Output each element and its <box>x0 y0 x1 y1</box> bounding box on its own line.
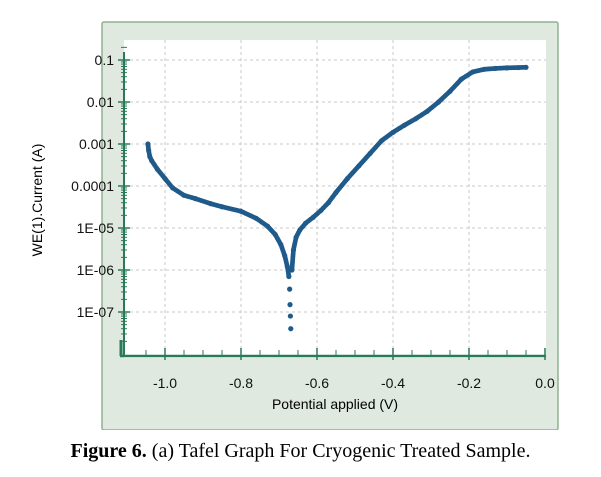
tafel-chart: 0.1 0.01 0.001 0.0001 1E-05 1E-06 1E-07 -1.0 -0.… <box>29 21 559 431</box>
y-tick-label: 0.0001 <box>71 178 114 194</box>
figure-caption: Figure 6. (a) Tafel Graph For Cryogenic … <box>0 440 601 463</box>
grid-lines <box>124 40 546 356</box>
figure-frame: 0.1 0.01 0.001 0.0001 1E-05 1E-06 1E-07 -1.0 -0.… <box>29 21 559 431</box>
caption-text: (a) Tafel Graph For Cryogenic Treated Sa… <box>151 440 531 462</box>
axes <box>118 46 546 360</box>
y-tick-label: 0.1 <box>95 52 115 68</box>
data-point <box>288 326 294 332</box>
data-point <box>287 286 293 292</box>
data-point <box>287 302 293 308</box>
y-tick-label: 0.001 <box>79 136 114 152</box>
data-point <box>286 272 292 278</box>
x-tick-label: -0.6 <box>305 375 329 391</box>
data-point <box>514 65 520 71</box>
y-tick-label: 1E-06 <box>77 262 115 278</box>
data-point <box>147 152 152 157</box>
x-tick-label: -0.2 <box>457 375 481 391</box>
x-tick-label: -0.8 <box>229 375 253 391</box>
data-point <box>287 313 293 319</box>
tick-labels: 0.1 0.01 0.001 0.0001 1E-05 1E-06 1E-07 -1.0 -0.… <box>71 52 555 391</box>
figure-number: Figure 6. <box>70 440 147 462</box>
y-axis-label: WE(1).Current (A) <box>29 144 45 257</box>
x-tick-label: 0.0 <box>535 375 555 391</box>
y-tick-label: 0.01 <box>87 94 114 110</box>
plot-area <box>124 40 546 358</box>
data-point <box>521 64 527 70</box>
data-point <box>146 146 151 152</box>
x-tick-label: -1.0 <box>153 375 177 391</box>
x-tick-label: -0.4 <box>381 375 405 391</box>
y-tick-label: 1E-07 <box>77 304 115 320</box>
x-axis-label: Potential applied (V) <box>272 396 398 412</box>
data-points <box>145 64 529 332</box>
y-tick-label: 1E-05 <box>77 220 115 236</box>
